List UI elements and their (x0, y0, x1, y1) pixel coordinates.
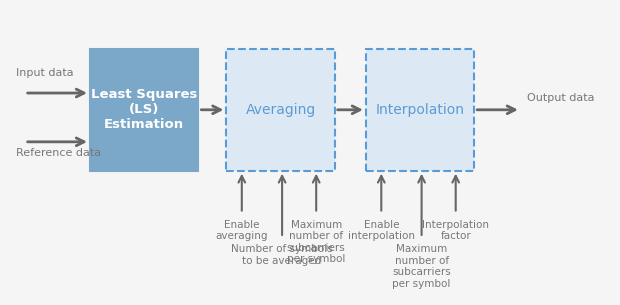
Text: Reference data: Reference data (16, 148, 100, 157)
Text: Averaging: Averaging (246, 103, 316, 117)
FancyBboxPatch shape (226, 49, 335, 171)
Text: Enable
averaging: Enable averaging (216, 220, 268, 241)
Text: Least Squares
(LS)
Estimation: Least Squares (LS) Estimation (91, 88, 197, 131)
Text: Output data: Output data (527, 93, 595, 102)
Text: Number of symbols
to be averaged: Number of symbols to be averaged (231, 244, 333, 266)
Text: Enable
interpolation: Enable interpolation (348, 220, 415, 241)
FancyBboxPatch shape (90, 49, 198, 171)
Text: Maximum
number of
subcarriers
per symbol: Maximum number of subcarriers per symbol (392, 244, 451, 289)
Text: Interpolation: Interpolation (376, 103, 464, 117)
Text: Input data: Input data (16, 68, 73, 78)
Text: Maximum
number of
subcarriers
per symbol: Maximum number of subcarriers per symbol (287, 220, 345, 264)
Text: Interpolation
factor: Interpolation factor (422, 220, 489, 241)
FancyBboxPatch shape (366, 49, 474, 171)
